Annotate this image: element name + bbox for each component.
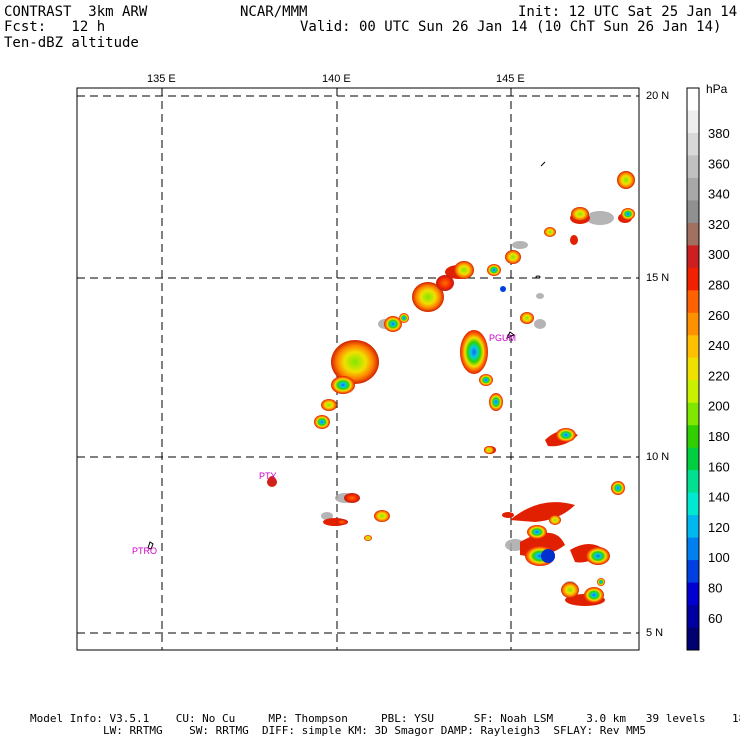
model-info-line-1: Model Info: V3.5.1 CU: No Cu MP: Thompso… <box>30 712 740 725</box>
colorbar-swatch <box>687 335 699 359</box>
colorbar-swatch <box>687 245 699 269</box>
colorbar-swatch <box>687 177 699 201</box>
lon-label-135: 135 E <box>147 73 176 85</box>
colorbar-swatch <box>687 267 699 291</box>
station-label-pty: PTY <box>259 471 277 481</box>
colorbar-swatch <box>687 380 699 404</box>
colorbar-swatch <box>687 200 699 224</box>
init-time: Init: 12 UTC Sat 25 Jan 14 <box>518 4 738 20</box>
colorbar-swatch <box>687 425 699 449</box>
colorbar-label: 140 <box>708 490 730 505</box>
colorbar-label: 340 <box>708 187 730 202</box>
title-center: NCAR/MMM <box>240 4 308 20</box>
colorbar-label: 160 <box>708 459 730 474</box>
colorbar-swatch <box>687 290 699 314</box>
colorbar-swatch <box>687 155 699 179</box>
lon-label-145: 145 E <box>496 73 525 85</box>
colorbar-swatch <box>687 537 699 561</box>
colorbar-swatch <box>687 492 699 516</box>
colorbar-swatch <box>687 222 699 246</box>
colorbar-label: 180 <box>708 429 730 444</box>
colorbar-label: 320 <box>708 217 730 232</box>
colorbar-swatch <box>687 357 699 381</box>
colorbar-swatch <box>687 312 699 336</box>
lat-label-5: 5 N <box>646 627 663 639</box>
colorbar-label: 100 <box>708 550 730 565</box>
colorbar-label: 120 <box>708 520 730 535</box>
colorbar-frame <box>686 87 700 651</box>
colorbar-swatch <box>687 447 699 471</box>
colorbar-swatch <box>687 582 699 606</box>
colorbar-label: 220 <box>708 368 730 383</box>
forecast-hour: Fcst: 12 h <box>4 19 106 35</box>
colorbar-swatch <box>687 88 699 111</box>
colorbar-swatch <box>687 605 699 629</box>
lat-label-10: 10 N <box>646 451 669 463</box>
station-label-ptro: PTRO <box>132 546 157 556</box>
field-name: Ten-dBZ altitude <box>4 35 139 51</box>
colorbar-swatch <box>687 627 699 651</box>
colorbar-label: 240 <box>708 338 730 353</box>
graticule <box>77 88 639 650</box>
coastlines <box>147 95 546 550</box>
colorbar-swatch <box>687 560 699 584</box>
colorbar-swatch <box>687 110 699 134</box>
lon-label-140: 140 E <box>322 73 351 85</box>
station-label-pgum: PGUM <box>489 333 516 343</box>
lat-label-15: 15 N <box>646 272 669 284</box>
colorbar-swatch <box>687 132 699 156</box>
colorbar-label: 200 <box>708 399 730 414</box>
colorbar-label: 280 <box>708 278 730 293</box>
colorbar-label: 380 <box>708 126 730 141</box>
colorbar-label: 360 <box>708 156 730 171</box>
colorbar-swatch <box>687 515 699 539</box>
colorbar-label: 80 <box>708 581 722 596</box>
lat-label-20: 20 N <box>646 90 669 102</box>
colorbar-label: 260 <box>708 308 730 323</box>
title-left: CONTRAST 3km ARW <box>4 4 148 20</box>
colorbar-label: 60 <box>708 611 722 626</box>
model-info-line-2: LW: RRTMG SW: RRTMG DIFF: simple KM: 3D … <box>103 724 647 737</box>
valid-time: Valid: 00 UTC Sun 26 Jan 14 (10 ChT Sun … <box>300 19 722 35</box>
ten-dbz-field <box>267 171 635 606</box>
colorbar-swatch <box>687 402 699 426</box>
colorbar-label: 300 <box>708 247 730 262</box>
colorbar-swatch <box>687 470 699 494</box>
colorbar-unit: hPa <box>706 82 728 96</box>
colorbar <box>687 88 699 651</box>
